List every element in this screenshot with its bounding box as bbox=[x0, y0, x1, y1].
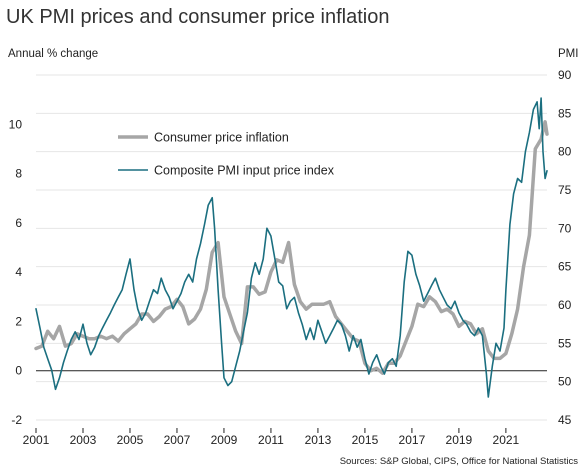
x-tick-label: 2019 bbox=[446, 433, 473, 447]
legend-label: Composite PMI input price index bbox=[154, 164, 335, 178]
right-tick-label: 45 bbox=[558, 413, 572, 427]
right-tick-label: 70 bbox=[558, 221, 572, 235]
left-axis-ticks: -2 0 2 4 6 8 10 bbox=[9, 117, 23, 427]
right-axis-ticks: 45 50 55 60 65 70 75 80 85 90 bbox=[558, 68, 572, 427]
series-lines bbox=[34, 97, 549, 398]
left-tick-label: 10 bbox=[9, 117, 23, 131]
left-tick-label: 4 bbox=[15, 265, 22, 279]
left-tick-label: 8 bbox=[15, 167, 22, 181]
gridlines bbox=[36, 74, 547, 421]
x-axis-ticks: 2001 2003 2005 2007 2009 2011 2013 2015 2017 2019… bbox=[23, 428, 520, 447]
x-tick-label: 2011 bbox=[258, 433, 284, 447]
x-tick-label: 2005 bbox=[117, 433, 144, 447]
x-tick-label: 2003 bbox=[70, 433, 97, 447]
right-tick-label: 90 bbox=[558, 68, 572, 82]
x-tick-label: 2007 bbox=[164, 433, 191, 447]
pmi-series-line bbox=[35, 97, 548, 398]
x-tick-label: 2015 bbox=[352, 433, 379, 447]
right-tick-label: 85 bbox=[558, 106, 572, 120]
left-tick-label: 2 bbox=[15, 314, 22, 328]
left-axis-title: Annual % change bbox=[8, 48, 99, 60]
right-axis-title: PMI bbox=[558, 48, 579, 60]
right-tick-label: 65 bbox=[558, 260, 572, 274]
right-tick-label: 80 bbox=[558, 145, 572, 159]
x-tick-label: 2021 bbox=[493, 433, 520, 447]
right-tick-label: 50 bbox=[558, 375, 572, 389]
x-tick-label: 2001 bbox=[23, 433, 50, 447]
right-tick-label: 55 bbox=[558, 336, 572, 350]
cpi-series-line bbox=[34, 120, 549, 375]
left-tick-label: 6 bbox=[15, 216, 22, 230]
legend: Consumer price inflation Composite PMI in… bbox=[118, 131, 335, 178]
x-tick-label: 2013 bbox=[305, 433, 332, 447]
source-note: Sources: S&P Global, CIPS, Office for Na… bbox=[339, 456, 578, 467]
x-tick-label: 2009 bbox=[211, 433, 238, 447]
left-tick-label: 0 bbox=[15, 364, 22, 378]
legend-label: Consumer price inflation bbox=[154, 131, 289, 145]
right-tick-label: 75 bbox=[558, 183, 572, 197]
chart-title: UK PMI prices and consumer price inflati… bbox=[6, 6, 390, 28]
x-tick-label: 2017 bbox=[399, 433, 426, 447]
right-tick-label: 60 bbox=[558, 298, 572, 312]
left-tick-label: -2 bbox=[11, 413, 22, 427]
